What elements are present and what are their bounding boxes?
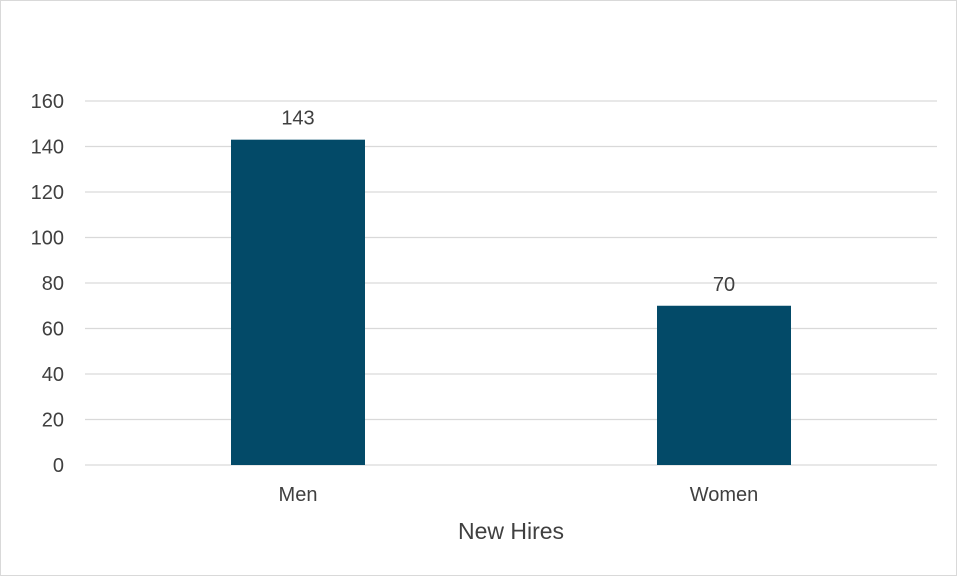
- y-tick-label: 0: [53, 455, 64, 477]
- data-label-women: 70: [713, 274, 735, 296]
- x-tick-label-men: Men: [279, 484, 318, 506]
- y-tick-label: 40: [42, 364, 64, 386]
- y-tick-label: 160: [31, 91, 64, 113]
- y-tick-label: 140: [31, 137, 64, 159]
- bar-men: [231, 139, 365, 466]
- data-label-men: 143: [281, 108, 314, 130]
- data-labels: 143 70: [281, 108, 735, 296]
- y-axis-ticks: 0 20 40 60 80 100 120 140 160: [31, 91, 64, 477]
- bar-women: [657, 305, 791, 465]
- y-tick-label: 20: [42, 410, 64, 432]
- x-axis-ticks: Men Women: [279, 484, 759, 506]
- bars: [231, 139, 791, 466]
- y-tick-label: 80: [42, 273, 64, 295]
- gridlines: [85, 100, 937, 466]
- y-tick-label: 60: [42, 319, 64, 341]
- x-tick-label-women: Women: [690, 484, 759, 506]
- y-tick-label: 120: [31, 182, 64, 204]
- y-tick-label: 100: [31, 228, 64, 250]
- x-axis-title: New Hires: [458, 518, 564, 544]
